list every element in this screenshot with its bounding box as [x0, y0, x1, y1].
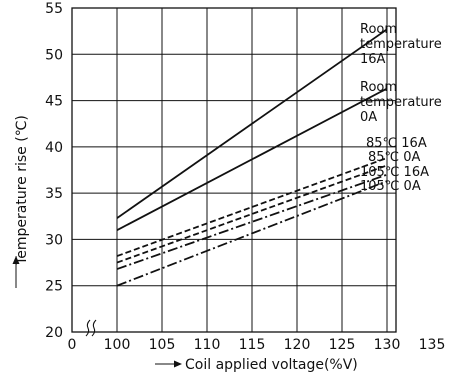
y-tick-label: 25 — [45, 279, 63, 295]
series-label-6: 105℃ 0A — [360, 179, 421, 194]
series-label-1: Room — [360, 22, 397, 37]
y-tick-label: 40 — [45, 140, 63, 156]
tick-labels: 0 100 105 110 115 120 125 130 135 20 25 30 35 40 45 50 5… — [45, 1, 445, 353]
series-line-4 — [116, 164, 388, 264]
y-axis-arrowhead — [12, 256, 20, 264]
x-tick-label: 0 — [68, 337, 77, 353]
y-tick-label: 55 — [45, 1, 63, 17]
series-label-2: 0A — [360, 110, 377, 125]
series-label-1: temperature — [360, 37, 442, 52]
axis-break-mark — [85, 319, 97, 337]
series-label-2: Room — [360, 80, 397, 95]
series-line-2 — [116, 87, 388, 231]
y-tick-label: 45 — [45, 94, 63, 110]
series-label-4: 85℃ 0A — [368, 150, 421, 165]
series-line-6 — [116, 180, 388, 287]
series-label-5: 105℃ 16A — [360, 165, 429, 180]
x-tick-label: 105 — [149, 337, 176, 353]
series-label-2: temperature — [360, 95, 442, 110]
x-tick-label: 125 — [329, 337, 356, 353]
series-line-3 — [116, 157, 388, 257]
series-label-1: 16A — [360, 52, 386, 67]
x-axis-arrowhead — [174, 360, 182, 368]
x-tick-label: 130 — [374, 337, 401, 353]
y-tick-label: 50 — [45, 47, 63, 63]
x-tick-label: 115 — [239, 337, 266, 353]
x-axis-title: Coil applied voltage(%V) — [185, 357, 358, 373]
x-tick-label: 100 — [104, 337, 131, 353]
series-line-5 — [116, 173, 388, 270]
y-tick-label: 20 — [45, 325, 63, 341]
x-tick-label: 120 — [284, 337, 311, 353]
grid — [71, 7, 397, 333]
y-tick-label: 30 — [45, 232, 63, 248]
y-axis-title-group: Temperature rise (℃) — [14, 115, 30, 266]
x-tick-label: 135 — [419, 337, 446, 353]
series-label-3: 85℃ 16A — [366, 136, 427, 151]
y-tick-label: 35 — [45, 186, 63, 202]
y-axis-title: Temperature rise (℃) — [14, 115, 30, 266]
series-lines — [116, 28, 388, 287]
plot-frame — [71, 7, 397, 333]
series-line-1 — [116, 28, 388, 219]
x-tick-label: 110 — [194, 337, 221, 353]
